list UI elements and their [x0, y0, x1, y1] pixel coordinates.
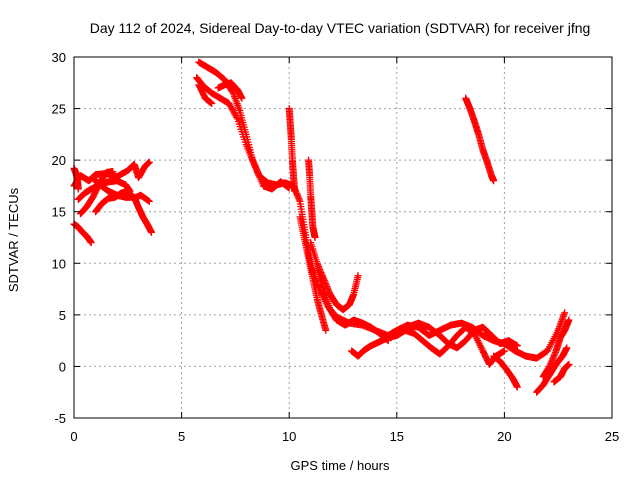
data-point-marker [565, 360, 573, 368]
series-track-k [214, 79, 246, 102]
data-points [70, 58, 573, 396]
y-tick-label: 5 [59, 308, 66, 323]
data-point-marker [291, 187, 299, 195]
data-point-marker [109, 167, 117, 175]
y-tick-label: 30 [52, 50, 66, 65]
data-point-marker [513, 383, 521, 391]
data-point-marker [233, 113, 241, 121]
data-point-marker [208, 99, 216, 107]
data-point-marker [74, 185, 82, 193]
data-point-marker [238, 94, 246, 102]
data-point-marker [565, 316, 573, 324]
data-point-marker [322, 326, 330, 334]
series-track-m [305, 156, 319, 241]
series-track-t [533, 344, 571, 396]
y-tick-label: -5 [54, 411, 66, 426]
series-track-n [296, 213, 330, 334]
data-point-marker [563, 344, 571, 352]
data-point-marker [228, 88, 236, 96]
data-point-marker [513, 342, 521, 350]
data-point-marker [354, 272, 362, 280]
plot-frame [73, 56, 613, 419]
series-track-e [89, 175, 155, 236]
x-tick-label: 5 [178, 429, 185, 444]
y-axis-label: SDTVAR / TECUs [6, 187, 21, 292]
data-point-marker [87, 239, 95, 247]
x-tick-label: 15 [390, 429, 404, 444]
x-axis-label: GPS time / hours [291, 458, 390, 473]
y-tick-label: 0 [59, 359, 66, 374]
series-track-s [490, 352, 521, 391]
data-point-marker [490, 177, 498, 185]
data-point-marker [147, 228, 155, 236]
data-point-marker [145, 158, 153, 166]
axis-ticks: 0 5 10 15 20 25 -5 0 5 10 15 20 25 30 [52, 50, 620, 444]
series-track-l [285, 105, 299, 195]
x-tick-label: 0 [70, 429, 77, 444]
data-point-marker [561, 309, 569, 317]
x-tick-label: 20 [497, 429, 511, 444]
y-tick-label: 20 [52, 153, 66, 168]
x-tick-label: 10 [282, 429, 296, 444]
data-point-marker [500, 347, 508, 355]
series-track-v [550, 360, 573, 386]
y-tick-label: 15 [52, 205, 66, 220]
series-track-j [195, 81, 216, 107]
y-tick-label: 10 [52, 256, 66, 271]
y-tick-label: 25 [52, 102, 66, 117]
x-tick-label: 25 [605, 429, 619, 444]
data-point-marker [145, 197, 153, 205]
series-track-p [313, 264, 392, 345]
data-point-marker [311, 234, 319, 241]
series-track-r [404, 319, 521, 352]
series-track-i [193, 74, 293, 193]
series-track-u [539, 316, 573, 381]
chart-title: Day 112 of 2024, Sidereal Day-to-day VTE… [90, 20, 591, 36]
series-track-w [462, 94, 498, 185]
